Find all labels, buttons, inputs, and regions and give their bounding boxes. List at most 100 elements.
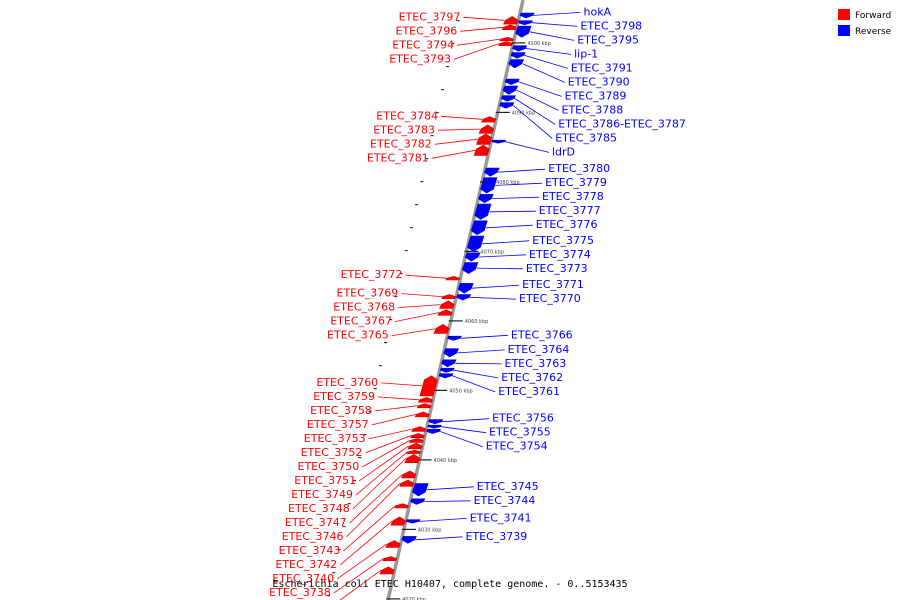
leader-etec-3782 bbox=[434, 138, 478, 145]
gene-label-etec-3781: ETEC_3781 bbox=[367, 151, 429, 164]
gene-etec-3791 bbox=[510, 52, 526, 59]
scale-dot bbox=[384, 342, 388, 344]
leader-etec-3740 bbox=[336, 543, 387, 580]
leader-etec-3798 bbox=[531, 22, 578, 27]
gene-label-etec-3758: ETEC_3758 bbox=[310, 404, 372, 417]
gene-label-etec-3746: ETEC_3746 bbox=[282, 530, 344, 543]
gene-label-etec-3745: ETEC_3745 bbox=[477, 480, 539, 493]
gene-label-etec-3786-etec-3787: ETEC_3786-ETEC_3787 bbox=[558, 117, 686, 130]
gene-etec-3748 bbox=[404, 453, 421, 464]
gene-etec-3795 bbox=[515, 25, 532, 38]
gene-etec-3777 bbox=[474, 203, 492, 220]
gene-etec-3789 bbox=[504, 78, 520, 85]
leader-etec-3738 bbox=[333, 558, 384, 594]
gene-etec-3783 bbox=[478, 124, 495, 134]
leader-etec-3757 bbox=[371, 414, 416, 426]
gene-label-etec-3738: ETEC_3738 bbox=[269, 586, 331, 599]
gene-label-etec-3756: ETEC_3756 bbox=[492, 412, 554, 425]
leader-etec-3794 bbox=[457, 38, 501, 46]
scale-dot bbox=[363, 434, 367, 436]
gene-label-etec-3761: ETEC_3761 bbox=[498, 385, 560, 398]
gene-label-etec-3741: ETEC_3741 bbox=[470, 511, 532, 524]
gene-etec-3744 bbox=[410, 498, 426, 505]
scale-dot bbox=[368, 411, 372, 413]
gene-etec-3760 bbox=[419, 375, 438, 397]
leader-etec-3786-etec-3787 bbox=[514, 98, 556, 125]
gene-label-etec-3771: ETEC_3771 bbox=[522, 278, 584, 291]
gene-etec-3759 bbox=[418, 397, 434, 403]
scale-dot bbox=[404, 250, 408, 252]
legend-reverse-label: Reverse bbox=[855, 27, 892, 37]
scale-dot bbox=[425, 158, 429, 160]
scale-dot bbox=[332, 572, 336, 574]
gene-label-etec-3742: ETEC_3742 bbox=[275, 558, 337, 571]
gene-etec-3753 bbox=[411, 426, 427, 432]
leader-etec-3796 bbox=[460, 26, 503, 32]
leader-etec-3789 bbox=[518, 81, 562, 97]
gene-label-etec-3782: ETEC_3782 bbox=[370, 137, 432, 150]
gene-label-etec-3753: ETEC_3753 bbox=[304, 432, 366, 445]
gene-etec-3773 bbox=[462, 262, 479, 274]
scale-dot bbox=[337, 549, 341, 551]
gene-label-etec-3759: ETEC_3759 bbox=[313, 390, 375, 403]
gene-label-etec-3785: ETEC_3785 bbox=[555, 131, 617, 144]
gene-etec-3776 bbox=[470, 220, 488, 236]
gene-etec-3762 bbox=[439, 367, 455, 373]
axis-tick-label: 4050 kbp bbox=[449, 388, 473, 394]
gene-etec-3752 bbox=[410, 433, 425, 439]
gene-etec-3781 bbox=[473, 144, 490, 156]
gene-etec-3737 bbox=[379, 566, 395, 575]
leader-etec-3751 bbox=[358, 445, 409, 482]
leader-etec-3769 bbox=[401, 293, 443, 297]
gene-label-etec-3794: ETEC_3794 bbox=[392, 38, 454, 51]
gene-etec-3796 bbox=[501, 24, 517, 31]
gene-label-etec-3769: ETEC_3769 bbox=[337, 287, 399, 300]
gene-label-etec-3767: ETEC_3767 bbox=[330, 315, 392, 328]
gene-etec-3761 bbox=[438, 373, 454, 379]
backbone-line bbox=[386, 0, 525, 600]
genome-backbone bbox=[386, 0, 525, 600]
leader-etec-3739 bbox=[415, 536, 463, 541]
gene-label-etec-3775: ETEC_3775 bbox=[532, 234, 594, 247]
gene-label-etec-3748: ETEC_3748 bbox=[288, 502, 350, 515]
leader-etec-3756 bbox=[442, 418, 490, 423]
leader-etec-3748 bbox=[352, 458, 407, 510]
axis-tick-label: 4100 kbp bbox=[527, 41, 551, 47]
gene-label-etec-3760: ETEC_3760 bbox=[316, 376, 378, 389]
leader-etec-3773 bbox=[476, 267, 523, 270]
gene-etec-3798 bbox=[517, 20, 533, 26]
legend-forward-swatch bbox=[838, 9, 850, 20]
scale-dot bbox=[353, 480, 356, 482]
gene-label-etec-3780: ETEC_3780 bbox=[548, 162, 610, 175]
leader-etec-3770 bbox=[470, 296, 517, 300]
gene-etec-3751 bbox=[407, 442, 423, 450]
gene-etec-3769 bbox=[441, 294, 457, 300]
gene-etec-3797 bbox=[503, 16, 519, 25]
leader-etec-3754 bbox=[439, 431, 483, 448]
leader-etec-3743 bbox=[343, 505, 396, 552]
gene-label-etec-3779: ETEC_3779 bbox=[545, 176, 607, 189]
gene-label-etec-3791: ETEC_3791 bbox=[571, 61, 633, 74]
scale-dot bbox=[373, 388, 377, 390]
gene-label-etec-3764: ETEC_3764 bbox=[508, 343, 570, 356]
gene-etec-3739 bbox=[401, 536, 417, 544]
gene-etec-3747 bbox=[401, 470, 417, 479]
gene-label-etec-3766: ETEC_3766 bbox=[511, 328, 573, 341]
scale-dot bbox=[389, 319, 393, 321]
gene-label-etec-3774: ETEC_3774 bbox=[529, 248, 591, 261]
gene-label-etec-3793: ETEC_3793 bbox=[389, 52, 451, 65]
gene-label-etec-3773: ETEC_3773 bbox=[526, 262, 588, 275]
scale-dot bbox=[415, 204, 419, 206]
gene-label-etec-3789: ETEC_3789 bbox=[565, 89, 627, 102]
scale-dot bbox=[451, 43, 455, 45]
leader-etec-3762 bbox=[453, 369, 499, 379]
gene-etec-3788 bbox=[502, 85, 519, 95]
gene-label-etec-3778: ETEC_3778 bbox=[542, 190, 604, 203]
gene-label-etec-3797: ETEC_3797 bbox=[399, 10, 461, 23]
gene-ldrd bbox=[491, 139, 506, 144]
leader-lip-1 bbox=[526, 48, 572, 55]
scale-dot bbox=[441, 89, 444, 91]
gene-label-etec-3763: ETEC_3763 bbox=[505, 357, 567, 370]
